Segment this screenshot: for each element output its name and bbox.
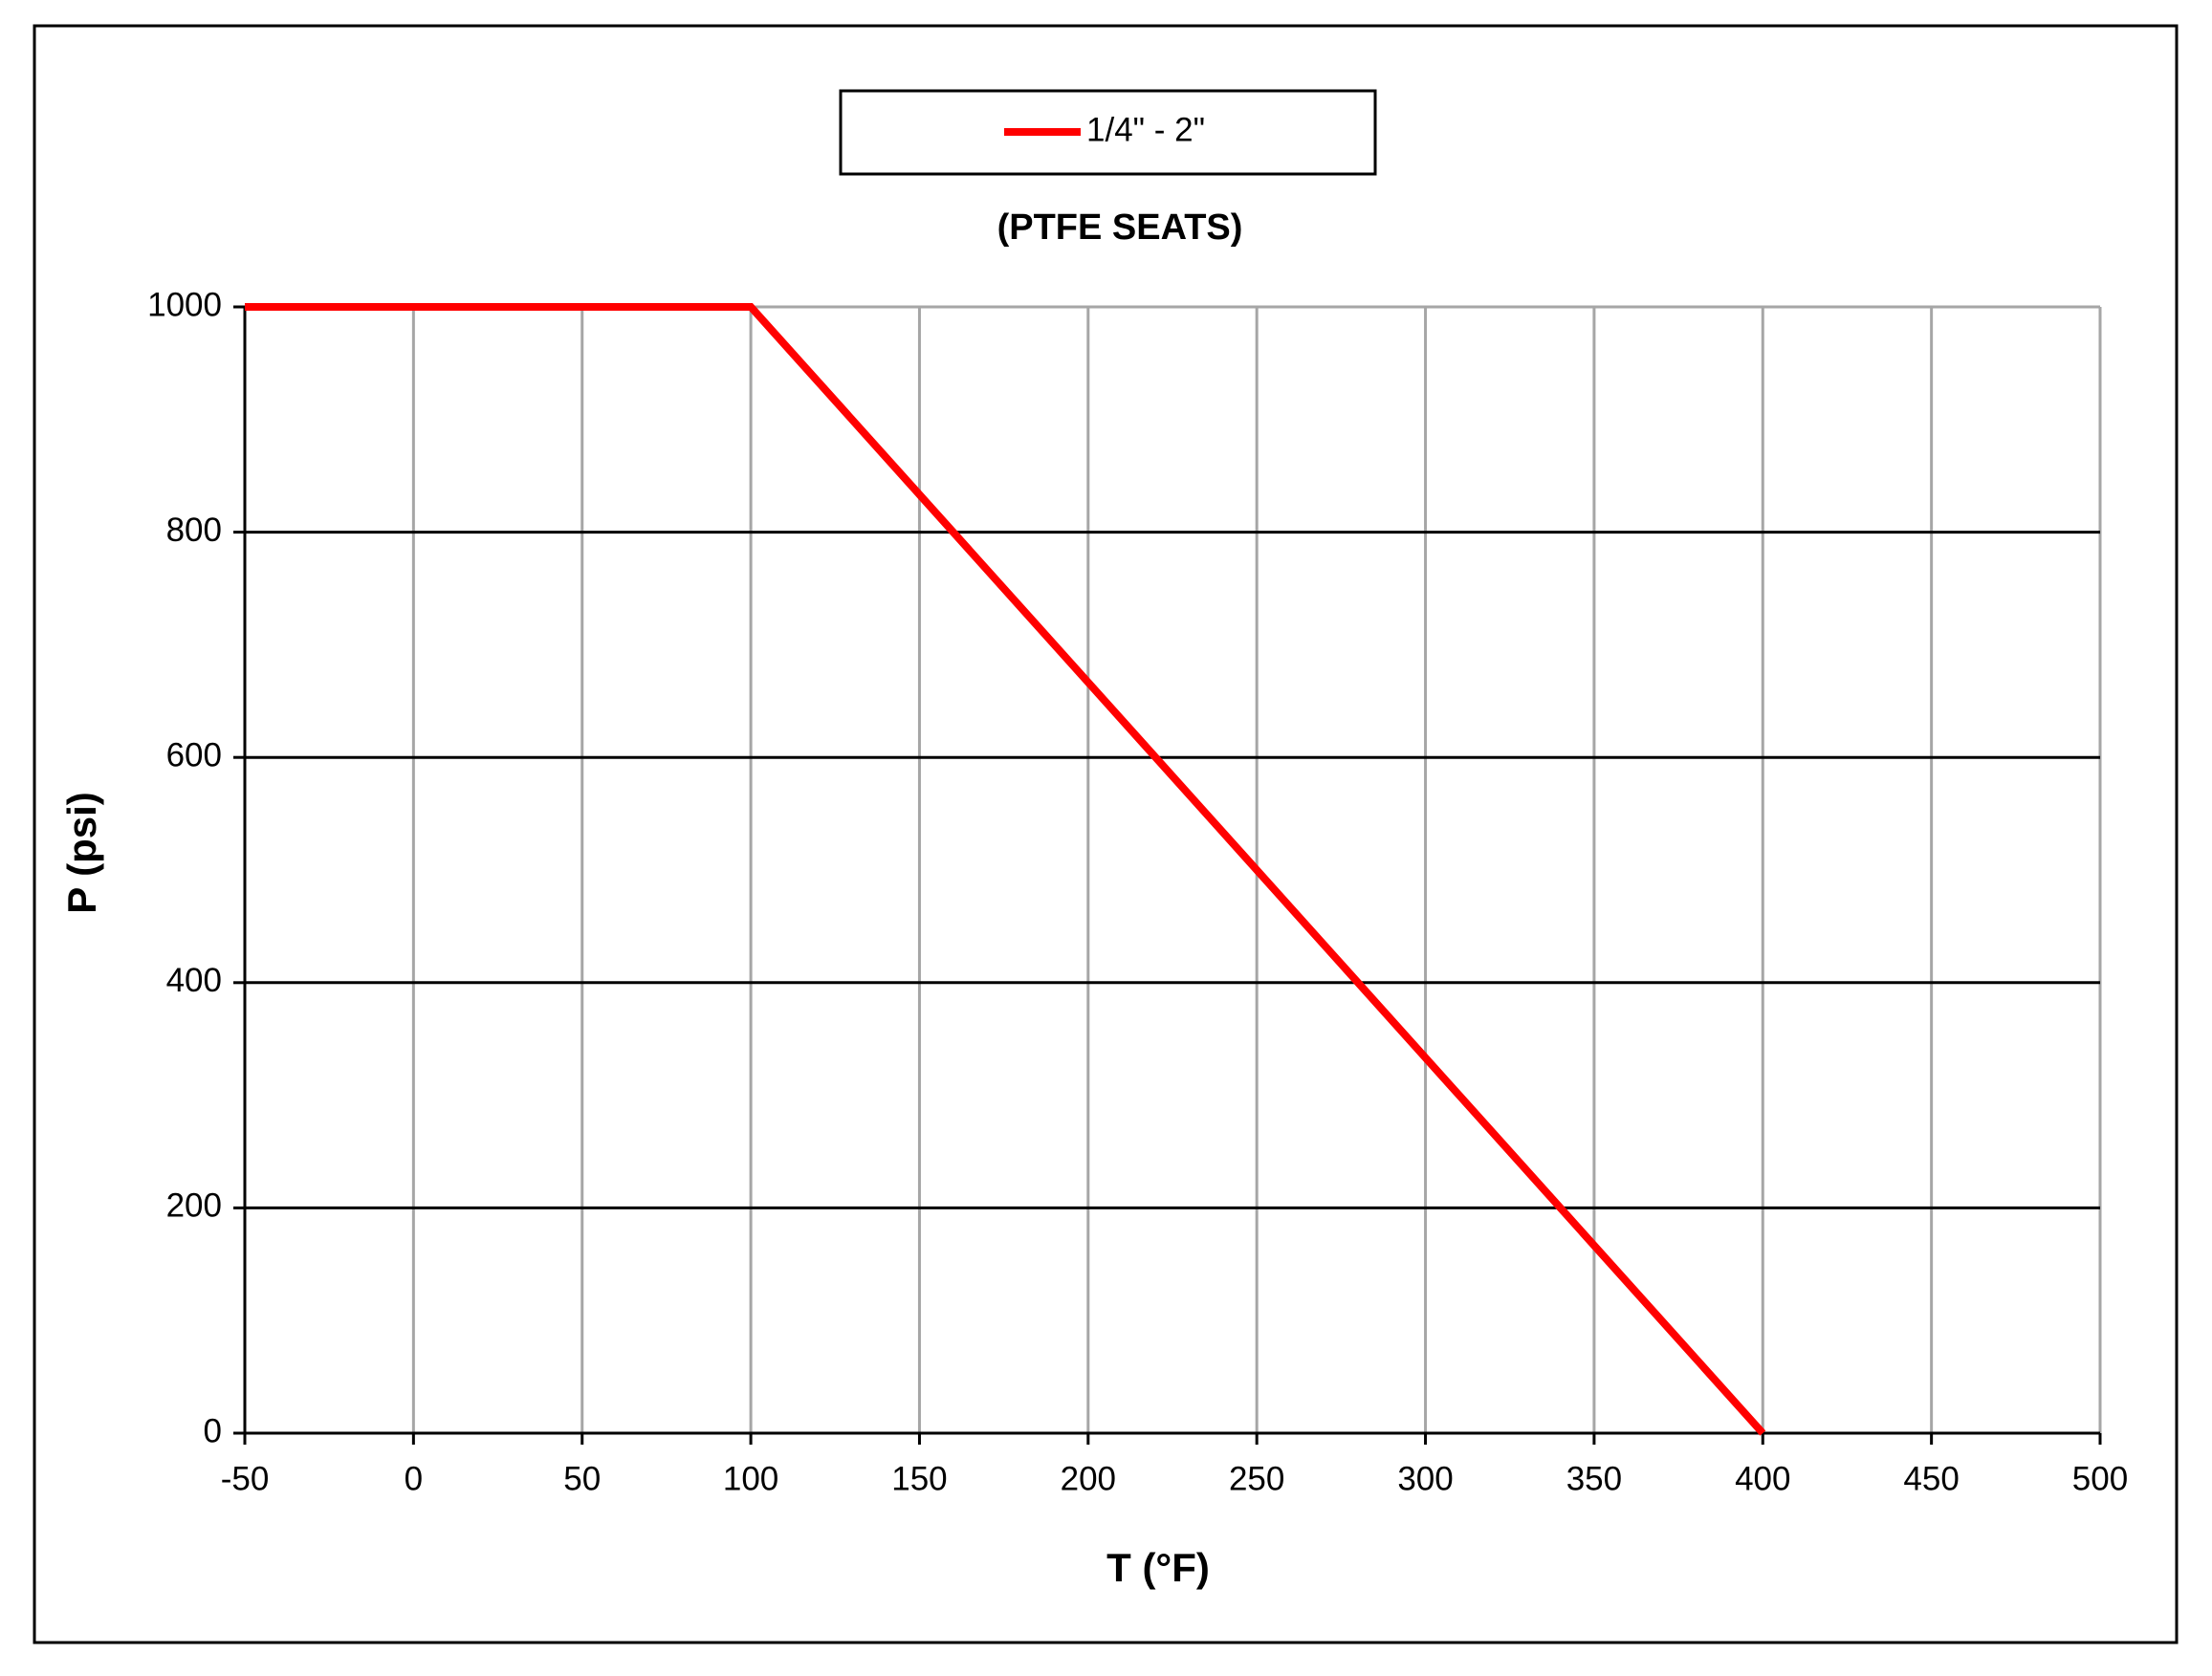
x-tick-label: 500 (2072, 1460, 2128, 1497)
x-tick-label: 50 (563, 1460, 601, 1497)
chart-title: (PTFE SEATS) (997, 207, 1243, 248)
x-tick-label: 300 (1397, 1460, 1453, 1497)
x-tick-label: 150 (891, 1460, 947, 1497)
legend-box (839, 89, 1377, 176)
x-tick-label: -50 (221, 1460, 270, 1497)
y-tick-label: 200 (166, 1187, 222, 1225)
y-axis-label: P (psi) (59, 792, 104, 914)
y-tick-label: 800 (166, 512, 222, 549)
y-tick-label: 0 (204, 1412, 222, 1449)
chart-frame (33, 24, 2179, 1644)
y-tick-label: 1000 (147, 286, 222, 323)
x-tick-label: 250 (1229, 1460, 1284, 1497)
x-tick-label: 450 (1903, 1460, 1959, 1497)
y-tick-label: 400 (166, 962, 222, 999)
x-axis-label: T (°F) (1106, 1545, 1210, 1590)
x-tick-label: 0 (405, 1460, 423, 1497)
data-line (245, 303, 1766, 1436)
y-tick-label: 600 (166, 736, 222, 773)
legend-label: 1/4" - 2" (1086, 111, 1205, 148)
x-tick-label: 200 (1061, 1460, 1116, 1497)
x-tick-label: 400 (1735, 1460, 1790, 1497)
x-tick-label: 350 (1566, 1460, 1622, 1497)
x-tick-label: 100 (723, 1460, 778, 1497)
